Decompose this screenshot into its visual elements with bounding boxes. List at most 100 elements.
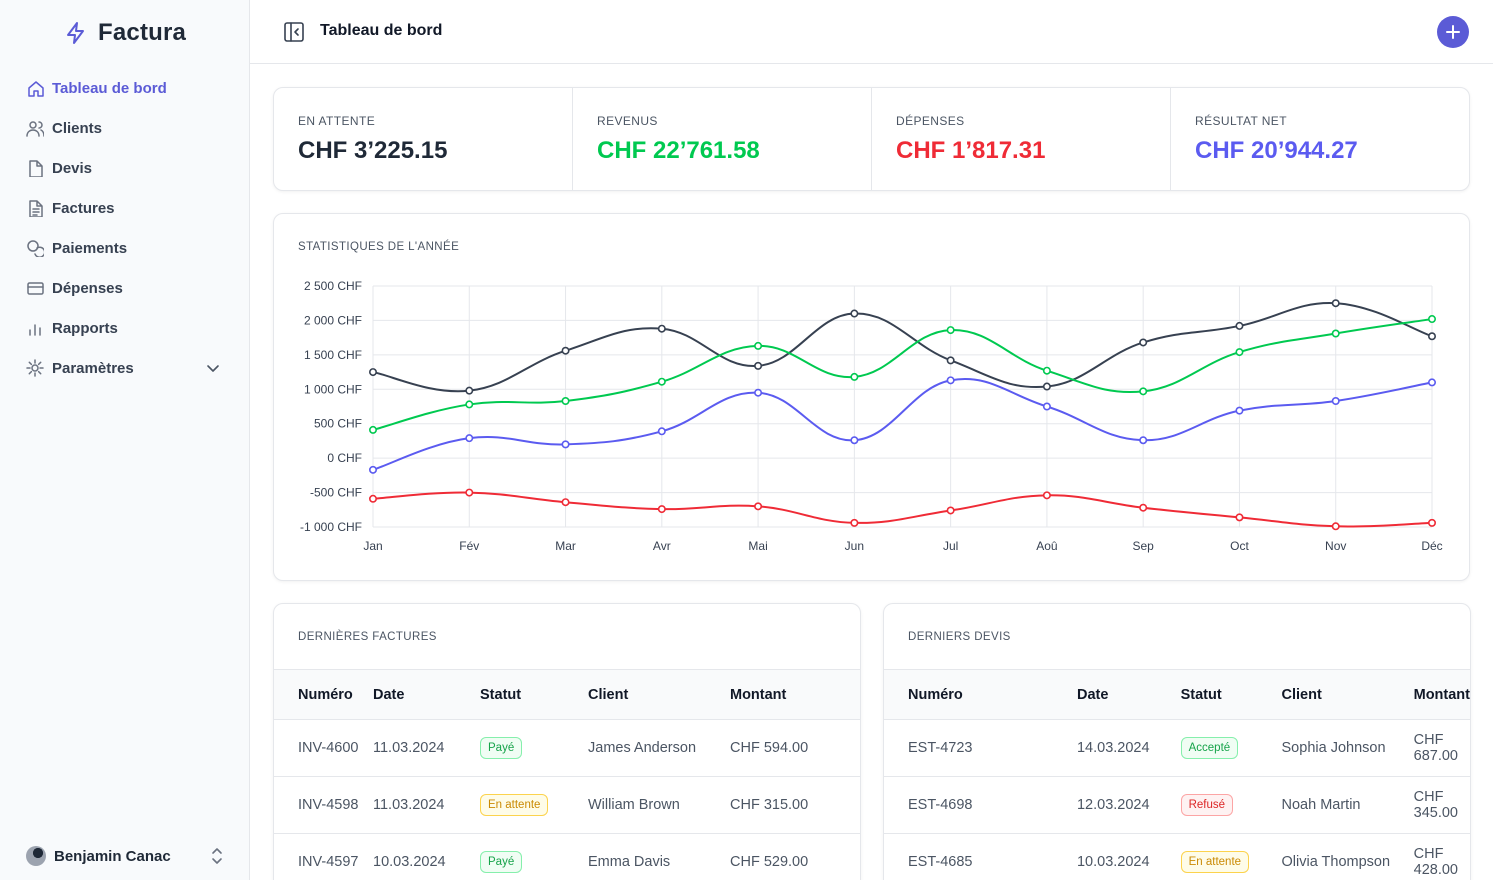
x-tick-label: Oct <box>1230 539 1249 553</box>
data-point <box>465 400 474 409</box>
row-client: Noah Martin <box>1281 776 1414 834</box>
data-point <box>369 494 378 503</box>
column-header[interactable]: Montant <box>1413 686 1470 703</box>
row-date: 10.03.2024 <box>1076 833 1181 880</box>
row-date: 10.03.2024 <box>373 833 480 880</box>
row-amount: CHF 428.00 <box>1413 833 1470 880</box>
table-row[interactable]: EST-4723 14.03.2024 Accepté Sophia Johnson C… <box>884 719 1470 777</box>
status-badge: Accepté <box>1180 737 1239 759</box>
yearly-stats-card: Statistiques de l'année -1 000 CHF -500 C… <box>273 213 1470 581</box>
lightning-icon <box>67 22 84 44</box>
stat-revenue: Revenus CHF 22’761.58 <box>573 88 872 190</box>
data-point <box>561 396 570 405</box>
users-icon <box>26 121 44 137</box>
home-icon <box>28 81 44 97</box>
table-header-row: Numéro Date Statut Client Montant <box>884 669 1470 720</box>
x-tick-label: Fév <box>459 539 479 553</box>
user-menu[interactable]: Benjamin Canac <box>26 842 226 870</box>
x-tick-label: Avr <box>653 539 671 553</box>
sidebar-item-rapports[interactable]: Rapports <box>16 308 234 348</box>
page-title: Tableau de bord <box>320 22 443 39</box>
stat-value: CHF 22’761.58 <box>597 137 760 164</box>
invoices-rows: INV-4600 11.03.2024 Payé James Anderson CHF … <box>274 719 860 880</box>
top-header: Tableau de bord <box>250 0 1493 64</box>
stat-label: En attente <box>298 114 376 128</box>
column-header[interactable]: Numéro <box>298 686 353 703</box>
sidebar-item-parametres[interactable]: Paramètres <box>16 348 234 388</box>
row-number: INV-4600 <box>274 719 373 777</box>
data-point <box>1139 436 1148 445</box>
row-number: INV-4598 <box>274 776 373 834</box>
sidebar-collapse-icon[interactable] <box>283 21 305 43</box>
sidebar-item-clients[interactable]: Clients <box>16 108 234 148</box>
data-point <box>1331 396 1340 405</box>
row-amount: CHF 315.00 <box>730 776 860 834</box>
y-tick-label: -1 000 CHF <box>300 520 362 534</box>
brand-name: Factura <box>98 19 187 46</box>
row-number: EST-4723 <box>884 719 1077 777</box>
data-point <box>850 309 859 318</box>
brand[interactable]: Factura <box>64 19 187 46</box>
data-point <box>561 346 570 355</box>
sidebar-item-tableau-de-bord[interactable]: Tableau de bord <box>16 68 234 108</box>
add-button[interactable] <box>1437 16 1469 48</box>
sidebar-item-label: Factures <box>52 199 115 217</box>
column-header[interactable]: Date <box>373 686 405 703</box>
x-tick-label: Nov <box>1325 539 1346 553</box>
row-client: Emma Davis <box>588 833 730 880</box>
y-tick-label: 1 500 CHF <box>304 348 362 362</box>
x-tick-label: Déc <box>1421 539 1442 553</box>
sidebar-item-depenses[interactable]: Dépenses <box>16 268 234 308</box>
row-status: Payé <box>480 833 588 880</box>
chevron-down-icon[interactable] <box>204 359 222 377</box>
stat-label: Revenus <box>597 114 658 128</box>
sidebar-item-factures[interactable]: Factures <box>16 188 234 228</box>
table-row[interactable]: INV-4597 10.03.2024 Payé Emma Davis CHF 529.… <box>274 833 860 880</box>
chevron-up-down-icon <box>212 848 222 864</box>
row-amount: CHF 594.00 <box>730 719 860 777</box>
y-tick-label: -500 CHF <box>310 486 362 500</box>
data-point <box>754 361 763 370</box>
column-header[interactable]: Statut <box>1180 686 1222 703</box>
gear-icon <box>26 359 44 377</box>
coins-icon <box>27 240 44 257</box>
row-status: En attente <box>480 776 588 834</box>
sidebar-item-devis[interactable]: Devis <box>16 148 234 188</box>
row-date: 14.03.2024 <box>1076 719 1181 777</box>
data-point <box>1042 402 1051 411</box>
series-line-3 <box>372 491 1433 528</box>
data-point <box>657 505 666 514</box>
row-status: Payé <box>480 719 588 777</box>
column-header[interactable]: Date <box>1076 686 1109 703</box>
sidebar-item-label: Paiements <box>52 239 128 257</box>
data-point <box>946 356 955 365</box>
data-point <box>465 434 474 443</box>
stat-net-result: Résultat net CHF 20’944.27 <box>1171 88 1469 190</box>
column-header[interactable]: Statut <box>480 686 522 703</box>
column-header[interactable]: Montant <box>730 686 787 703</box>
table-row[interactable]: EST-4685 10.03.2024 En attente Olivia Thomp… <box>884 833 1470 880</box>
data-point <box>657 377 666 386</box>
file-text-icon <box>29 200 43 217</box>
column-header[interactable]: Numéro <box>908 686 963 703</box>
table-row[interactable]: INV-4598 11.03.2024 En attente William Brow… <box>274 776 860 834</box>
column-header[interactable]: Client <box>588 686 629 703</box>
data-point <box>369 368 378 377</box>
table-row[interactable]: EST-4698 12.03.2024 Refusé Noah Martin CHF 3… <box>884 776 1470 834</box>
column-header[interactable]: Client <box>1281 686 1322 703</box>
data-point <box>1235 513 1244 522</box>
data-point <box>1428 518 1437 527</box>
data-point <box>1331 299 1340 308</box>
sidebar-item-label: Rapports <box>52 319 118 337</box>
table-row[interactable]: INV-4600 11.03.2024 Payé James Anderson CHF … <box>274 719 860 777</box>
y-tick-label: 500 CHF <box>314 417 362 431</box>
stat-pending: En attente CHF 3’225.15 <box>274 88 573 190</box>
sidebar-item-paiements[interactable]: Paiements <box>16 228 234 268</box>
data-point <box>1331 329 1340 338</box>
file-icon <box>29 160 43 177</box>
series-line-1 <box>372 318 1433 431</box>
x-tick-label: Sep <box>1133 539 1155 553</box>
quotes-table: Numéro Date Statut Client Montant EST-47… <box>884 669 1470 880</box>
data-point <box>946 326 955 335</box>
latest-quotes-card: Derniers devis Numéro Date Statut Client… <box>883 603 1471 880</box>
